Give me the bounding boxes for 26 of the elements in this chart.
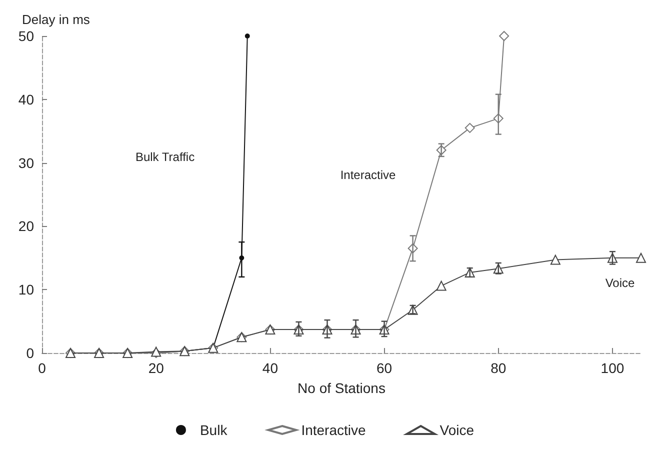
point	[244, 34, 250, 38]
x-tick-label: 100	[600, 360, 624, 376]
y-tick-label: 0	[26, 345, 34, 361]
y-tick-label: 50	[18, 28, 34, 44]
legend-label: Interactive	[301, 422, 366, 438]
annotation: Voice	[605, 276, 635, 290]
x-axis-title: No of Stations	[298, 380, 386, 396]
y-tick-label: 40	[18, 91, 34, 108]
x-tick-label: 80	[490, 360, 506, 376]
annotation: Interactive	[340, 168, 396, 182]
legend-label: Voice	[440, 422, 474, 438]
point	[499, 31, 510, 41]
legend-label: Bulk	[200, 422, 228, 438]
y-tick-label: 10	[18, 282, 34, 298]
x-tick-label: 0	[38, 360, 46, 376]
annotation: Bulk Traffic	[135, 150, 195, 164]
point	[636, 252, 646, 263]
x-tick-label: 60	[376, 360, 392, 376]
point	[550, 254, 560, 265]
y-tick-label: 20	[18, 218, 34, 234]
x-tick-label: 20	[148, 360, 164, 376]
point	[436, 280, 446, 291]
point	[464, 122, 475, 133]
y-axis-title: Delay in ms	[22, 12, 90, 27]
x-tick-label: 40	[262, 360, 278, 376]
y-tick-label: 30	[18, 154, 34, 171]
